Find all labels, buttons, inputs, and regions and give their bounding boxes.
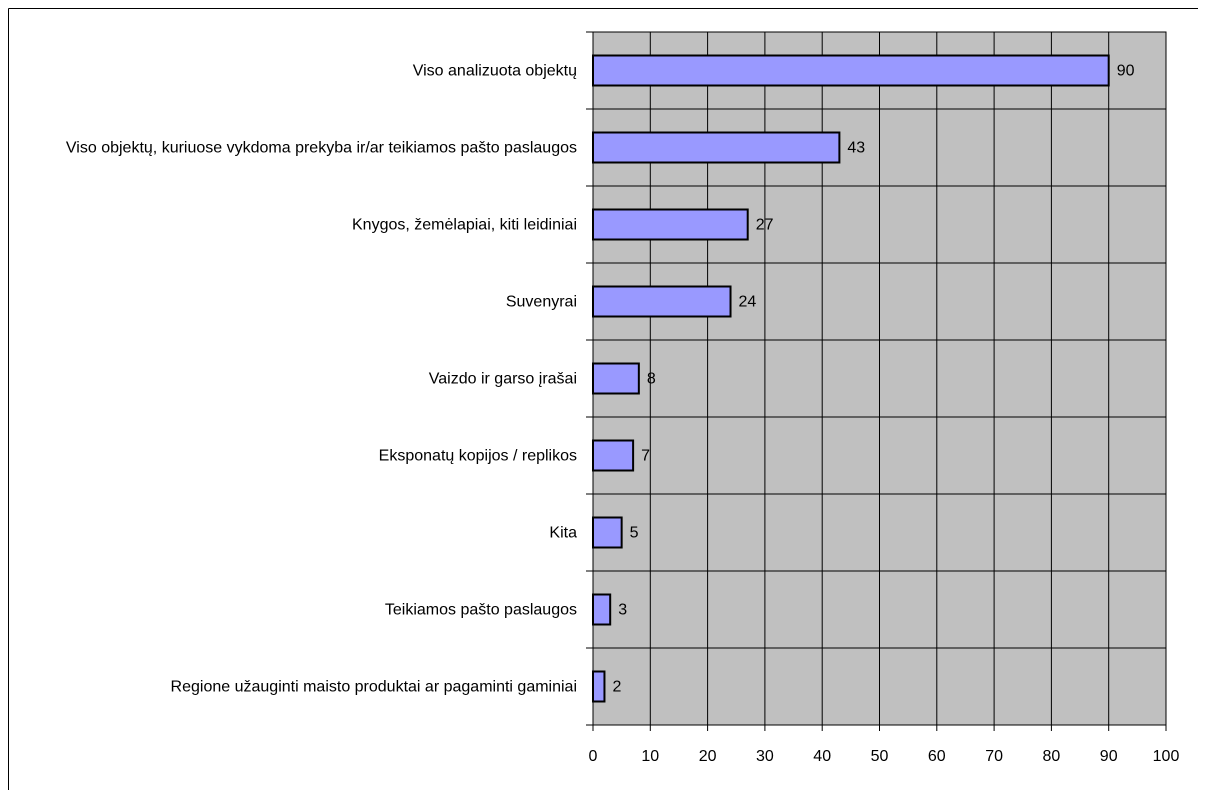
bar [592,439,635,472]
bar [592,131,841,164]
category-label: Knygos, žemėlapiai, kiti leidiniai [352,216,577,233]
category-label: Regione užauginti maisto produktai ar pa… [170,678,577,695]
category-label: Kita [549,524,577,541]
category-label: Vaizdo ir garso įrašai [428,370,577,387]
data-label: 2 [612,679,621,696]
category-label: Eksponatų kopijos / replikos [378,447,577,464]
data-label: 8 [647,371,656,388]
data-label: 43 [847,140,865,157]
data-label: 7 [641,448,650,465]
category-label: Suvenyrai [505,293,577,310]
x-tick-label: 0 [589,748,598,765]
x-tick-label: 50 [871,748,889,765]
bar [592,362,640,395]
data-label: 5 [630,525,639,542]
x-tick-label: 80 [1043,748,1061,765]
bar [592,516,623,549]
x-tick-label: 10 [641,748,659,765]
x-tick-label: 20 [699,748,717,765]
x-tick-label: 90 [1100,748,1118,765]
bar [592,285,732,318]
data-label: 90 [1117,63,1135,80]
category-label: Viso objektų, kuriuose vykdoma prekyba i… [65,139,577,156]
x-tick-label: 30 [756,748,774,765]
x-tick-label: 60 [928,748,946,765]
x-tick-label: 100 [1153,748,1180,765]
data-label: 24 [739,294,757,311]
category-label: Teikiamos pašto paslaugos [384,601,577,618]
bar [592,54,1110,87]
x-tick-label: 70 [985,748,1003,765]
category-label: Viso analizuota objektų [412,62,577,79]
bar [592,670,606,703]
data-label: 3 [618,602,627,619]
bar [592,593,612,626]
data-label: 27 [756,217,774,234]
x-tick-label: 40 [813,748,831,765]
bar [592,208,749,241]
